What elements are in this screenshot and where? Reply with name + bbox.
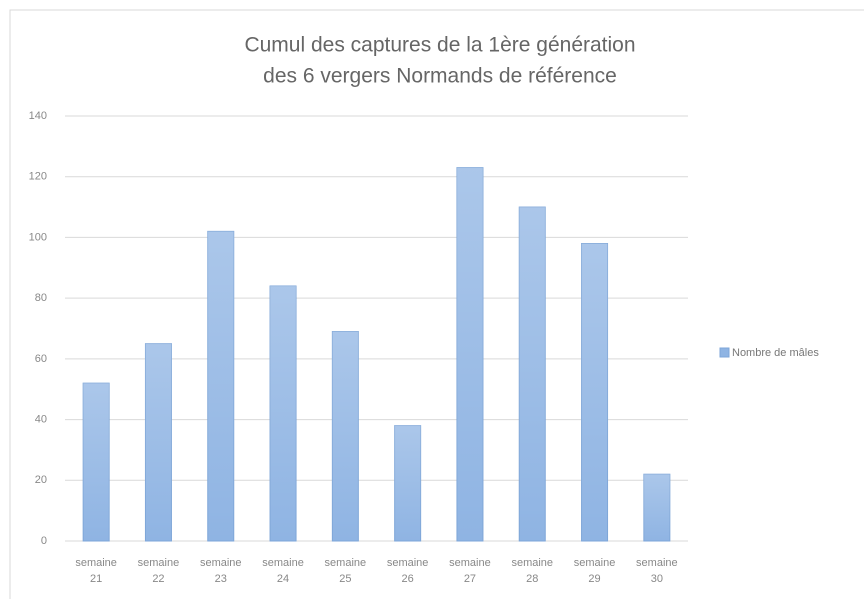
y-tick-label: 100: [29, 231, 47, 243]
x-tick-label: semaine 22: [137, 557, 180, 585]
x-tick-label: semaine 21: [75, 557, 117, 585]
y-tick-label: 20: [35, 474, 47, 486]
chart-border: [9, 9, 864, 599]
bar-shine: [643, 474, 670, 541]
y-tick-label: 120: [29, 171, 47, 183]
x-tick-label: semaine 26: [386, 557, 429, 585]
x-tick-label: semaine 29: [573, 557, 616, 585]
bar-shine: [207, 231, 234, 541]
x-tick-label: semaine 23: [199, 557, 242, 585]
y-tick-label: 0: [41, 535, 47, 547]
bar-shine: [270, 286, 297, 541]
x-tick-label: semaine 24: [262, 557, 304, 585]
y-tick-label: 140: [29, 110, 47, 122]
bar-shine: [394, 425, 421, 541]
y-tick-label: 60: [35, 353, 47, 365]
chart-title: Cumul des captures de la 1ère génération: [244, 34, 635, 57]
legend-swatch: [719, 347, 730, 358]
legend-label: Nombre de mâles: [732, 347, 819, 359]
x-tick-label: semaine 27: [449, 557, 491, 585]
bar-shine: [83, 383, 110, 541]
x-tick-label: semaine 28: [511, 557, 554, 585]
bar-shine: [456, 167, 483, 541]
x-tick-label: semaine 25: [324, 557, 367, 585]
y-tick-label: 40: [35, 413, 47, 425]
bar-shine: [145, 343, 172, 541]
x-tick-label: semaine 30: [636, 557, 678, 585]
bar-shine: [581, 243, 608, 541]
chart-title: des 6 vergers Normands de référence: [263, 65, 617, 88]
bar-shine: [332, 331, 359, 541]
y-tick-label: 80: [35, 292, 47, 304]
bar-shine: [519, 207, 546, 542]
